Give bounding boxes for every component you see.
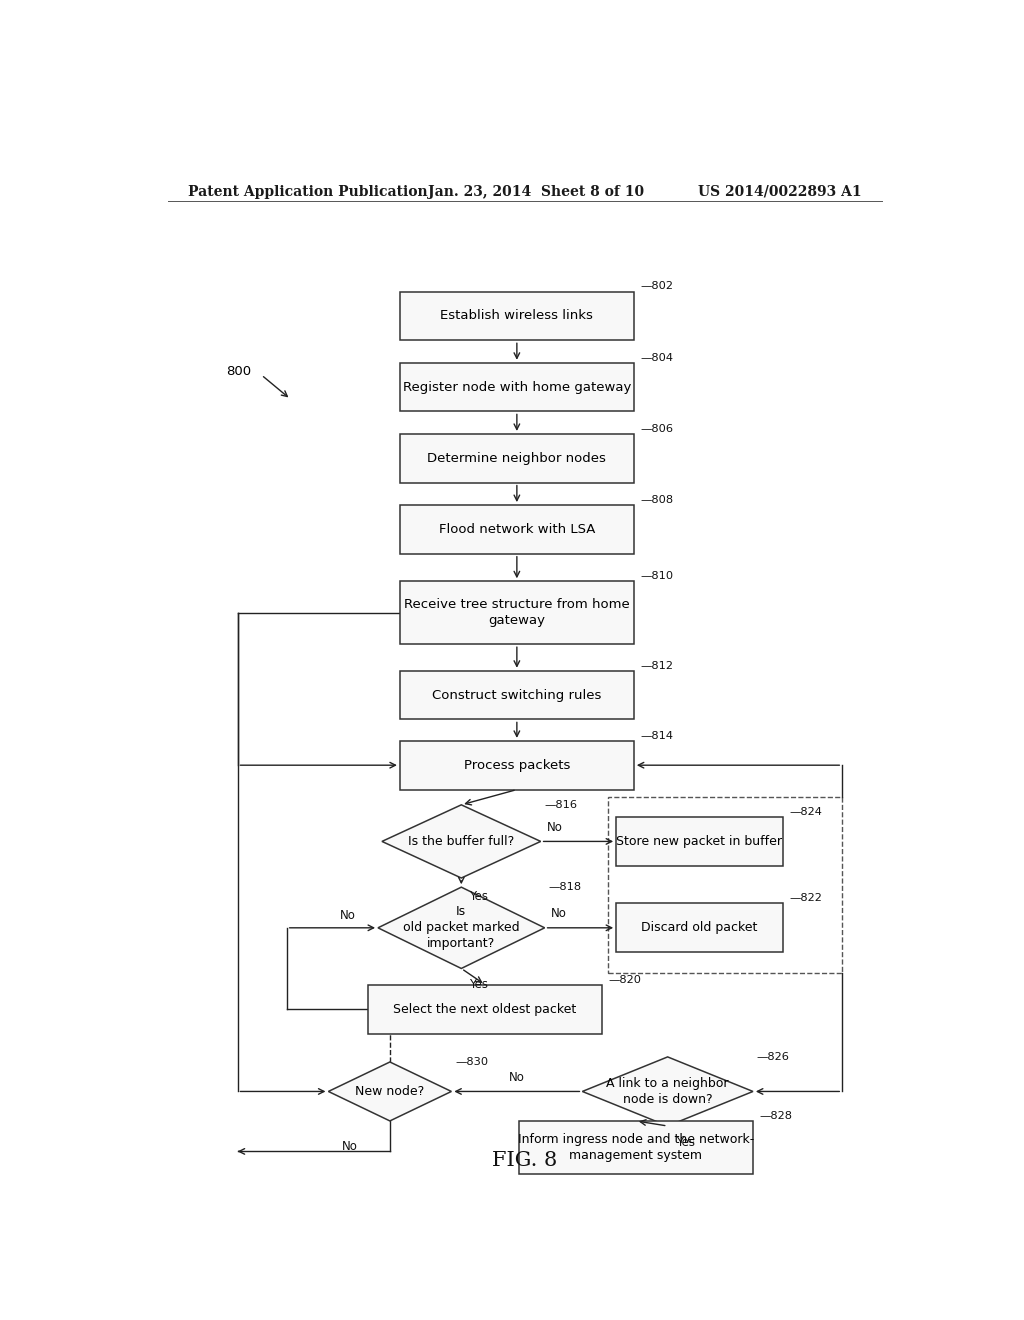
Text: Discard old packet: Discard old packet xyxy=(641,921,758,935)
Text: —802: —802 xyxy=(640,281,673,292)
Text: —822: —822 xyxy=(790,894,822,903)
Text: —826: —826 xyxy=(757,1052,790,1061)
FancyBboxPatch shape xyxy=(399,506,634,554)
FancyBboxPatch shape xyxy=(399,581,634,644)
Text: FIG. 8: FIG. 8 xyxy=(493,1151,557,1170)
Text: —808: —808 xyxy=(640,495,674,506)
FancyBboxPatch shape xyxy=(616,903,782,952)
Text: No: No xyxy=(342,1140,358,1152)
Text: Select the next oldest packet: Select the next oldest packet xyxy=(393,1003,577,1015)
FancyBboxPatch shape xyxy=(616,817,782,866)
Text: No: No xyxy=(509,1071,525,1084)
Text: —824: —824 xyxy=(790,807,822,817)
Text: A link to a neighbor
node is down?: A link to a neighbor node is down? xyxy=(606,1077,729,1106)
FancyBboxPatch shape xyxy=(399,292,634,341)
Text: —820: —820 xyxy=(608,974,641,985)
Text: Receive tree structure from home
gateway: Receive tree structure from home gateway xyxy=(404,598,630,627)
Polygon shape xyxy=(382,805,541,878)
Text: New node?: New node? xyxy=(355,1085,425,1098)
FancyBboxPatch shape xyxy=(399,671,634,719)
Text: —828: —828 xyxy=(760,1111,793,1121)
FancyBboxPatch shape xyxy=(399,434,634,483)
Text: Patent Application Publication: Patent Application Publication xyxy=(187,185,427,199)
Text: Establish wireless links: Establish wireless links xyxy=(440,309,593,322)
Text: —810: —810 xyxy=(640,572,674,581)
Polygon shape xyxy=(329,1063,452,1121)
Text: —812: —812 xyxy=(640,660,673,671)
Polygon shape xyxy=(378,887,545,969)
Text: Construct switching rules: Construct switching rules xyxy=(432,689,601,701)
Polygon shape xyxy=(583,1057,753,1126)
Text: US 2014/0022893 A1: US 2014/0022893 A1 xyxy=(697,185,861,199)
Text: —806: —806 xyxy=(640,424,673,434)
Text: Determine neighbor nodes: Determine neighbor nodes xyxy=(427,451,606,465)
Text: Inform ingress node and the network-
management system: Inform ingress node and the network- man… xyxy=(518,1133,754,1162)
FancyBboxPatch shape xyxy=(399,363,634,412)
Text: Yes: Yes xyxy=(469,890,488,903)
Text: No: No xyxy=(340,909,355,923)
FancyBboxPatch shape xyxy=(368,985,602,1034)
Text: Yes: Yes xyxy=(469,978,488,991)
Text: —816: —816 xyxy=(545,800,578,810)
Text: Is the buffer full?: Is the buffer full? xyxy=(409,836,514,847)
Text: Jan. 23, 2014  Sheet 8 of 10: Jan. 23, 2014 Sheet 8 of 10 xyxy=(428,185,644,199)
Text: Is
old packet marked
important?: Is old packet marked important? xyxy=(403,906,519,950)
Text: Yes: Yes xyxy=(676,1135,694,1148)
Text: —818: —818 xyxy=(549,882,582,892)
Text: No: No xyxy=(551,907,567,920)
Text: Store new packet in buffer: Store new packet in buffer xyxy=(616,836,782,847)
Text: No: No xyxy=(547,821,563,834)
FancyBboxPatch shape xyxy=(399,741,634,789)
Text: —814: —814 xyxy=(640,731,673,741)
Text: Flood network with LSA: Flood network with LSA xyxy=(438,523,595,536)
Text: —804: —804 xyxy=(640,352,673,363)
Text: Process packets: Process packets xyxy=(464,759,570,772)
Text: —830: —830 xyxy=(456,1057,488,1067)
Text: Register node with home gateway: Register node with home gateway xyxy=(402,380,631,393)
FancyBboxPatch shape xyxy=(519,1121,753,1173)
Text: 800: 800 xyxy=(226,366,251,379)
